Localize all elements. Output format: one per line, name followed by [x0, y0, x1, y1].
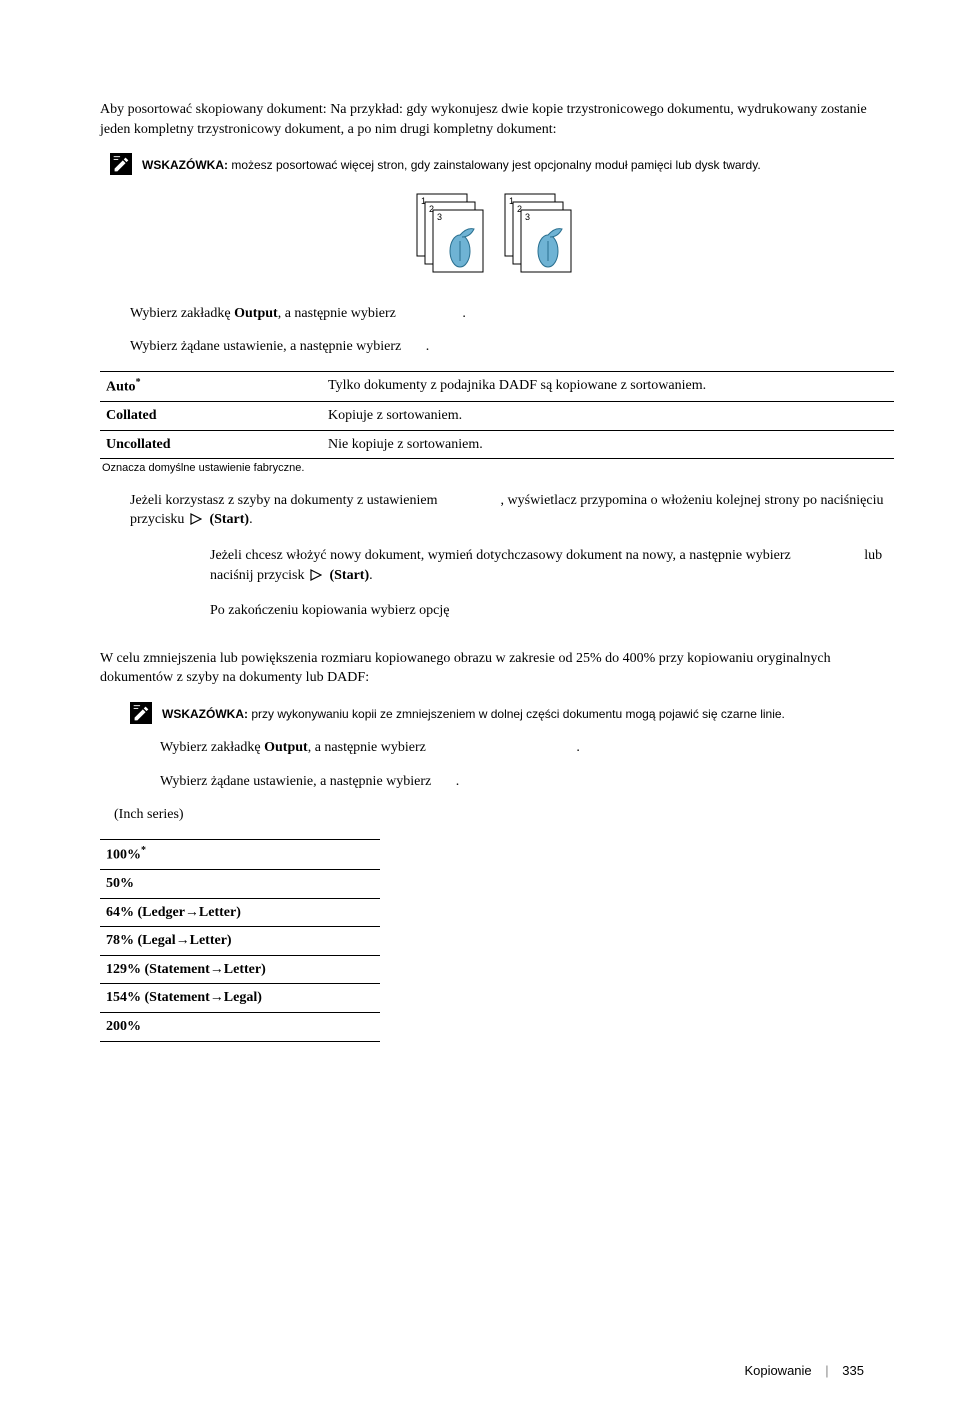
footer-separator: |	[825, 1363, 828, 1378]
step-output-tab: Wybierz zakładkę Output, a następnie wyb…	[130, 304, 894, 324]
svg-text:2: 2	[429, 204, 434, 214]
table-row: 78% (Legal→Letter)	[100, 927, 380, 956]
start-label-2: (Start)	[326, 568, 369, 583]
step-output-before: Wybierz zakładkę	[130, 306, 234, 321]
table-row: 64% (Ledger→Letter)	[100, 898, 380, 927]
step-output-bold-2: Output	[264, 740, 308, 755]
ratio-table: 100%* 50% 64% (Ledger→Letter) 78% (Legal…	[100, 839, 380, 1042]
table-row: Auto* Tylko dokumenty z podajnika DADF s…	[100, 371, 894, 401]
star-icon: *	[136, 377, 141, 388]
ratio-label: 100%	[106, 847, 141, 862]
table-row: Collated Kopiuje z sortowaniem.	[100, 402, 894, 431]
ratio-label: 154% (Statement→Legal)	[100, 984, 380, 1013]
svg-text:2: 2	[517, 204, 522, 214]
ratio-label: 129% (Statement→Letter)	[100, 955, 380, 984]
step-output-after: , a następnie wybierz	[278, 306, 400, 321]
footer-section: Kopiowanie	[744, 1363, 811, 1378]
ratio-label: 78% (Legal→Letter)	[100, 927, 380, 956]
star-icon: *	[141, 845, 146, 856]
step-output-before-2: Wybierz zakładkę	[160, 740, 264, 755]
table-row: 200%	[100, 1012, 380, 1041]
reduce-enlarge-intro: W celu zmniejszenia lub powiększenia roz…	[100, 649, 894, 688]
step-output-end-2: .	[576, 740, 580, 755]
svg-text:3: 3	[437, 212, 442, 222]
step-setting-end: .	[426, 339, 430, 354]
opt-val: Kopiuje z sortowaniem.	[322, 402, 894, 431]
table-row: 100%*	[100, 839, 380, 869]
svg-text:3: 3	[525, 212, 530, 222]
step-choose-setting: Wybierz żądane ustawienie, a następnie w…	[130, 337, 894, 357]
ratio-label: 64% (Ledger→Letter)	[100, 898, 380, 927]
collated-info-1: Jeżeli korzystasz z szyby na dokumenty z…	[130, 491, 894, 532]
svg-text:1: 1	[421, 196, 426, 206]
step-setting-end-2: .	[456, 774, 460, 789]
opt-key: Auto	[106, 380, 136, 395]
pencil-note-icon	[110, 153, 132, 175]
dot1: .	[249, 512, 253, 527]
step-setting-text: Wybierz żądane ustawienie, a następnie w…	[130, 339, 405, 354]
opt-val: Tylko dokumenty z podajnika DADF są kopi…	[322, 371, 894, 401]
default-footnote: Oznacza domyślne ustawienie fabryczne.	[102, 461, 894, 476]
footer-page-number: 335	[842, 1363, 864, 1378]
note-row-2: WSKAZÓWKA: przy wykonywaniu kopii ze zmn…	[100, 702, 894, 724]
note-1-text: WSKAZÓWKA: możesz posortować więcej stro…	[142, 153, 761, 174]
opt-key: Collated	[100, 402, 322, 431]
play-icon	[190, 512, 202, 532]
note-1-label: WSKAZÓWKA:	[142, 158, 228, 172]
intro-paragraph: Aby posortować skopiowany dokument: Na p…	[100, 100, 894, 139]
opt-val: Nie kopiuje z sortowaniem.	[322, 430, 894, 459]
collation-options-table: Auto* Tylko dokumenty z podajnika DADF s…	[100, 371, 894, 459]
step-output-tab-2: Wybierz zakładkę Output, a następnie wyb…	[160, 738, 894, 758]
note-row-1: WSKAZÓWKA: możesz posortować więcej stro…	[100, 153, 894, 175]
start-label: (Start)	[206, 512, 249, 527]
ratio-label: 200%	[100, 1012, 380, 1041]
table-row: Uncollated Nie kopiuje z sortowaniem.	[100, 430, 894, 459]
step-setting-text-2: Wybierz żądane ustawienie, a następnie w…	[160, 774, 435, 789]
table-row: 154% (Statement→Legal)	[100, 984, 380, 1013]
collated-info-3: Po zakończeniu kopiowania wybierz opcję	[210, 601, 894, 621]
collated-p3: Po zakończeniu kopiowania wybierz opcję	[210, 603, 449, 618]
play-icon	[310, 568, 322, 588]
page-footer: Kopiowanie | 335	[100, 1362, 894, 1380]
note-2-text: WSKAZÓWKA: przy wykonywaniu kopii ze zmn…	[162, 702, 785, 723]
svg-text:1: 1	[509, 196, 514, 206]
step-output-end: .	[462, 306, 466, 321]
pencil-note-icon	[130, 702, 152, 724]
step-choose-setting-2: Wybierz żądane ustawienie, a następnie w…	[160, 772, 894, 792]
step-output-after-2: , a następnie wybierz	[308, 740, 430, 755]
table-row: 129% (Statement→Letter)	[100, 955, 380, 984]
collated-p2-a: Jeżeli chcesz włożyć nowy dokument, wymi…	[210, 548, 794, 563]
collated-p1-a: Jeżeli korzystasz z szyby na dokumenty z…	[130, 493, 441, 508]
dot2: .	[369, 568, 373, 583]
opt-key: Uncollated	[100, 430, 322, 459]
table-row: 50%	[100, 869, 380, 898]
ratio-label: 50%	[100, 869, 380, 898]
step-output-bold: Output	[234, 306, 278, 321]
note-1-body: możesz posortować więcej stron, gdy zain…	[228, 158, 761, 172]
inch-series-label: (Inch series)	[114, 805, 894, 825]
collation-diagram: 1 2 3 1 2 3	[100, 189, 894, 286]
note-2-body: przy wykonywaniu kopii ze zmniejszeniem …	[248, 707, 785, 721]
collated-info-2: Jeżeli chcesz włożyć nowy dokument, wymi…	[210, 546, 894, 587]
note-2-label: WSKAZÓWKA:	[162, 707, 248, 721]
